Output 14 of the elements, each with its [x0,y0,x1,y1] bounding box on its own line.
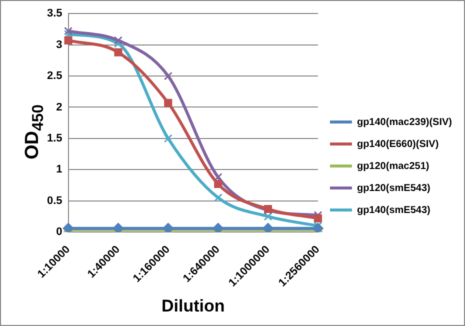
x-axis-title: Dilution [161,296,225,316]
y-tick-label: 3.5 [46,8,62,20]
legend-label: gp120(mac251) [356,160,430,172]
y-tick-label: 1.5 [46,132,62,144]
y-tick-label: 1 [56,164,62,176]
y-tick-label: 0.5 [46,194,62,207]
y-tick-label: 2.5 [46,70,62,82]
y-tick-label: 0 [56,226,62,238]
y-tick-label: 3 [56,38,62,51]
legend-label: gp140(E660)(SIV) [356,138,439,150]
y-tick-label: 2 [56,101,62,114]
legend-label: gp120(smE543) [356,182,430,194]
legend-label: gp140(mac239)(SIV) [356,116,452,128]
legend-label: gp140(smE543) [356,204,430,216]
